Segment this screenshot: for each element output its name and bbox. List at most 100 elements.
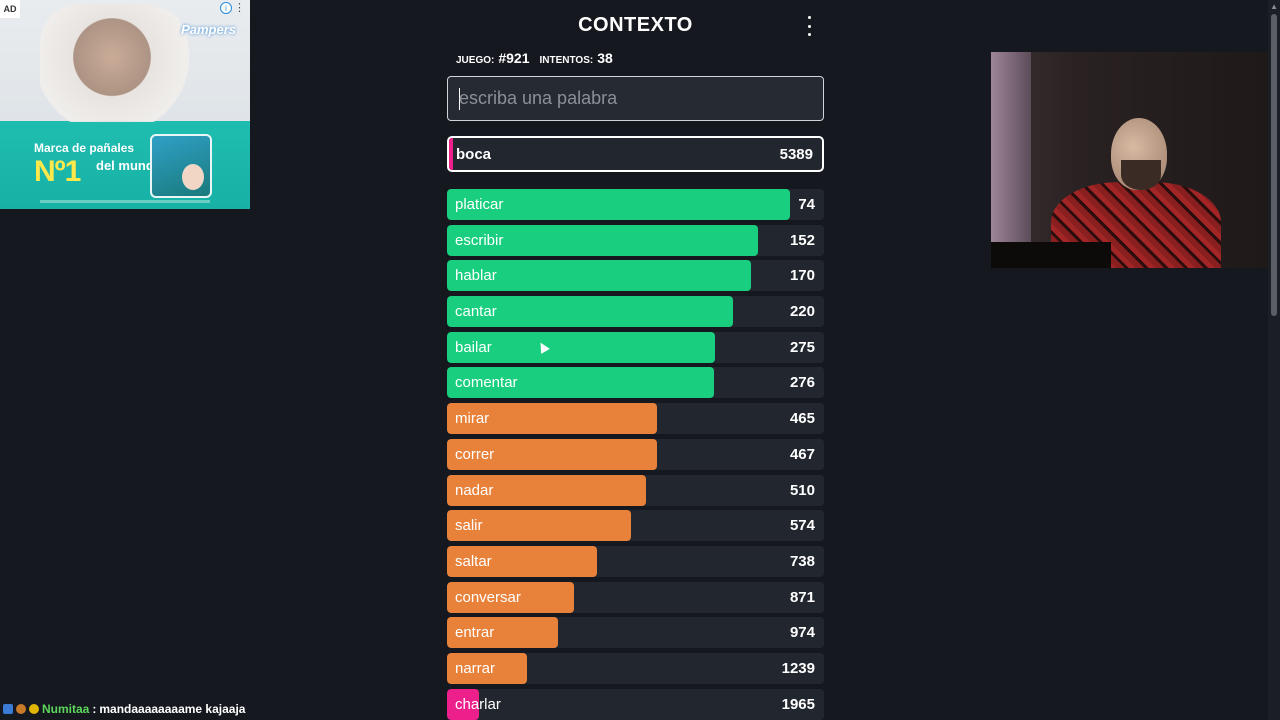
- guess-row: salir 574: [447, 510, 824, 542]
- guess-closeness-bar: [447, 189, 791, 220]
- guess-closeness-bar: [447, 617, 559, 649]
- page-scrollbar[interactable]: ▲: [1268, 0, 1280, 720]
- guess-row: nadar 510: [447, 474, 824, 506]
- ad-rest-text: del mundo: [96, 158, 162, 173]
- guess-closeness-bar: [447, 510, 631, 542]
- guess-word: entrar: [455, 624, 495, 642]
- guess-closeness-bar: [447, 545, 597, 577]
- last-guess-word: boca: [456, 145, 492, 163]
- guess-rank: 1239: [781, 659, 815, 677]
- chat-text: mandaaaaaaaame kajaaja: [99, 702, 246, 716]
- game-header: CONTEXTO: [447, 0, 824, 50]
- sub-badge-icon: [16, 704, 26, 714]
- game-number: #921: [498, 50, 530, 66]
- chat-username: Numitaa: [42, 702, 90, 716]
- guess-row: conversar 871: [447, 581, 824, 613]
- guess-row: bailar 275: [447, 331, 824, 363]
- guess-word: correr: [455, 445, 495, 463]
- attempts-count: 38: [597, 50, 613, 66]
- guess-row: narrar 1239: [447, 652, 824, 684]
- last-guess-marker: [449, 138, 453, 170]
- guess-word: mirar: [455, 410, 490, 428]
- guess-closeness-bar: [447, 224, 759, 256]
- webcam-person-beard: [1121, 160, 1161, 190]
- bits-badge-icon: [29, 704, 39, 714]
- guess-row: comentar 276: [447, 367, 824, 399]
- guess-row: charlar 1965: [447, 688, 824, 720]
- attempts-label: INTENTOS:: [539, 55, 594, 66]
- guess-closeness-bar: [447, 403, 658, 435]
- kebab-menu-icon[interactable]: [802, 16, 816, 36]
- guess-row: correr 467: [447, 438, 824, 470]
- guess-rank: 974: [789, 624, 815, 642]
- webcam-light: [991, 52, 1031, 268]
- guess-rank: 574: [789, 517, 815, 535]
- ad-info-icon[interactable]: i: [220, 2, 232, 14]
- word-input-box[interactable]: [447, 76, 824, 121]
- guess-closeness-bar: [447, 581, 575, 613]
- guess-rank: 871: [789, 588, 815, 606]
- guess-closeness-bar: [447, 296, 734, 328]
- guess-word: cantar: [455, 303, 497, 321]
- scroll-thumb[interactable]: [1271, 14, 1277, 316]
- guess-rank: 465: [789, 410, 815, 428]
- guess-row: escribir 152: [447, 224, 824, 256]
- ad-banner[interactable]: AD i ⋮ Pampers Marca de pañales Nº1 del …: [0, 0, 250, 209]
- game-panel: CONTEXTO JUEGO: #921 INTENTOS: 38 boca 5…: [447, 0, 824, 720]
- ad-brand-logo: Pampers: [181, 22, 236, 37]
- guess-rank: 1965: [781, 695, 815, 713]
- guess-row: mirar 465: [447, 403, 824, 435]
- game-label: JUEGO:: [456, 55, 495, 66]
- guess-word: bailar: [455, 338, 492, 356]
- word-input[interactable]: [459, 77, 823, 120]
- guess-rank: 275: [789, 338, 815, 356]
- guess-word: hablar: [455, 267, 497, 285]
- guess-word: charlar: [455, 695, 501, 713]
- guess-closeness-bar: [447, 474, 647, 506]
- guess-rank: 152: [789, 231, 815, 249]
- last-guess: boca 5389: [447, 136, 824, 172]
- guess-row: cantar 220: [447, 296, 824, 328]
- guess-word: platicar: [455, 196, 504, 213]
- guess-row: entrar 974: [447, 617, 824, 649]
- ad-photo: [40, 4, 200, 122]
- ad-product-pack: [150, 134, 212, 198]
- guess-closeness-bar: [447, 652, 527, 684]
- scroll-up-icon[interactable]: ▲: [1270, 2, 1278, 11]
- prime-badge-icon: [3, 704, 13, 714]
- guess-word: narrar: [455, 659, 496, 677]
- guess-row: platicar 74: [447, 189, 824, 220]
- guess-closeness-bar: [447, 260, 752, 292]
- ad-menu-icon[interactable]: ⋮: [234, 2, 245, 14]
- guess-rank: 510: [789, 481, 815, 499]
- guess-word: nadar: [455, 481, 494, 499]
- guess-rank: 738: [789, 552, 815, 570]
- last-guess-rank: 5389: [779, 145, 813, 163]
- guess-closeness-bar: [447, 331, 715, 363]
- ad-label: AD: [0, 0, 20, 18]
- guess-rank: 220: [789, 303, 815, 321]
- game-meta: JUEGO: #921 INTENTOS: 38: [447, 50, 824, 76]
- chat-separator: :: [92, 702, 97, 716]
- guess-word: conversar: [455, 588, 521, 606]
- ad-number-one: Nº1: [34, 155, 81, 188]
- guess-row: hablar 170: [447, 260, 824, 292]
- guess-closeness-bar: [447, 367, 714, 399]
- guess-word: salir: [455, 517, 483, 535]
- guess-closeness-bar: [447, 688, 480, 720]
- guess-list: platicar 74 escribir 152 hablar 170 cantar 220 b…: [447, 189, 824, 720]
- webcam-feed: [991, 52, 1280, 268]
- webcam-desk: [991, 242, 1111, 268]
- guess-word: saltar: [455, 552, 492, 570]
- guess-row: saltar 738: [447, 545, 824, 577]
- guess-rank: 276: [789, 374, 815, 392]
- guess-closeness-bar: [447, 438, 657, 470]
- guess-rank: 74: [798, 196, 815, 213]
- chat-message: Numitaa : mandaaaaaaaame kajaaja: [3, 700, 245, 718]
- guess-word: comentar: [455, 374, 518, 392]
- ad-fine-print: [40, 200, 210, 203]
- guess-rank: 170: [789, 267, 815, 285]
- guess-word: escribir: [455, 231, 504, 249]
- ad-tagline: Marca de pañales: [34, 141, 135, 155]
